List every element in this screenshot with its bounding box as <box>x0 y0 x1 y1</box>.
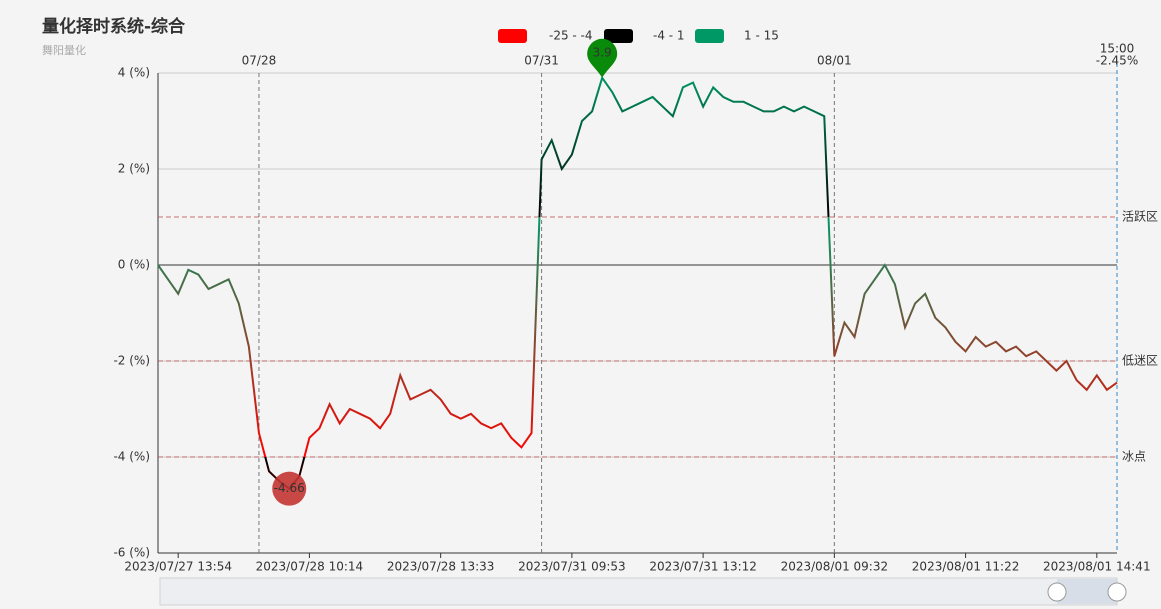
legend-swatch <box>498 29 527 43</box>
zoom-slider[interactable] <box>159 577 1118 606</box>
day-label: 08/01 <box>817 54 852 68</box>
x-tick-label: 2023/07/27 13:54 <box>124 560 232 574</box>
x-tick-label: 2023/07/31 09:53 <box>518 560 626 574</box>
legend-label: -4 - 1 <box>653 29 685 43</box>
y-tick-label: -6 (%) <box>113 546 150 560</box>
y-tick-label: 2 (%) <box>118 162 150 176</box>
chart-subtitle: 舞阳量化 <box>42 43 86 57</box>
zoom-handle[interactable] <box>1107 582 1127 602</box>
mark-line-label: 活跃区 <box>1122 210 1158 224</box>
legend-swatch <box>695 29 724 43</box>
x-tick-label: 2023/07/28 10:14 <box>256 560 364 574</box>
legend-label: -25 - -4 <box>549 29 593 43</box>
min-label: -4.66 <box>274 481 305 495</box>
x-tick-label: 2023/08/01 14:41 <box>1043 560 1151 574</box>
min-marker <box>272 471 307 506</box>
x-tick-label: 2023/07/28 13:33 <box>387 560 495 574</box>
x-tick-label: 2023/07/31 13:12 <box>649 560 757 574</box>
legend-label: 1 - 15 <box>744 29 779 43</box>
y-tick-label: 4 (%) <box>118 66 150 80</box>
legend-swatch <box>604 29 633 43</box>
day-label: 07/31 <box>524 54 559 68</box>
y-tick-label: 0 (%) <box>118 258 150 272</box>
max-pin <box>587 38 618 78</box>
end-value: -2.45% <box>1096 54 1138 68</box>
max-label: 3.9 <box>593 45 612 59</box>
zoom-handle[interactable] <box>1047 582 1067 602</box>
end-time: 15:00 <box>1100 42 1135 56</box>
mark-line-label: 低迷区 <box>1122 354 1158 368</box>
mark-line-label: 冰点 <box>1122 450 1146 464</box>
chart-title: 量化择时系统-综合 <box>42 16 186 37</box>
line <box>157 75 1118 491</box>
zoom-window[interactable] <box>1057 579 1117 604</box>
y-tick-label: -4 (%) <box>113 450 150 464</box>
x-tick-label: 2023/08/01 09:32 <box>781 560 889 574</box>
day-label: 07/28 <box>242 54 277 68</box>
y-tick-label: -2 (%) <box>113 354 150 368</box>
x-tick-label: 2023/08/01 11:22 <box>912 560 1020 574</box>
